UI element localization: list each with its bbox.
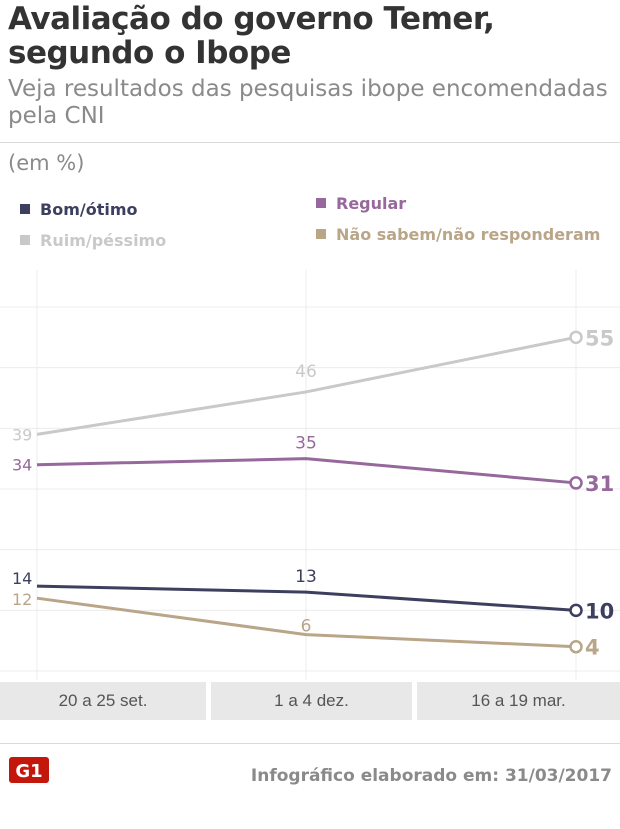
legend-swatch-nao-sabem — [316, 229, 326, 239]
g1-logo-text: G1 — [15, 761, 42, 782]
legend-item-bom-otimo: Bom/ótimo — [20, 200, 138, 219]
legend-item-regular: Regular — [316, 194, 406, 213]
g1-logo: G1 — [9, 757, 49, 783]
data-label: 14 — [12, 569, 32, 588]
header-divider — [0, 142, 620, 143]
chart-title: Avaliação do governo Temer, segundo o Ib… — [8, 1, 495, 71]
data-point — [569, 330, 583, 345]
line-chart: 14 13 10 39 46 55 34 35 31 12 6 4 — [0, 270, 620, 680]
legend-label-nao-sabem: Não sabem/não responderam — [336, 225, 601, 244]
legend-swatch-ruim-pessimo — [20, 235, 30, 245]
x-tick-label: 1 a 4 dez. — [211, 682, 412, 720]
footer-credit: Infográfico elaborado em: 31/03/2017 — [250, 766, 612, 786]
series-line-regular — [36, 457, 577, 485]
footer-divider — [0, 743, 620, 744]
data-label: 4 — [585, 636, 600, 660]
data-point — [569, 476, 583, 490]
data-label: 31 — [585, 472, 614, 496]
legend-item-ruim-pessimo: Ruim/péssimo — [20, 231, 166, 250]
series-line-nao-sabem-nao-responderam — [36, 596, 577, 649]
data-point — [569, 603, 583, 618]
data-label: 13 — [295, 567, 317, 587]
units-label: (em %) — [8, 151, 85, 175]
series-line-bom-otimo — [36, 584, 577, 612]
data-label: 39 — [12, 425, 32, 444]
legend-label-regular: Regular — [336, 194, 407, 213]
legend-label-ruim-pessimo: Ruim/péssimo — [40, 231, 167, 250]
data-label: 6 — [301, 617, 312, 637]
legend-label-bom-otimo: Bom/ótimo — [40, 200, 138, 219]
data-label: 46 — [295, 362, 317, 382]
legend-swatch-regular — [316, 198, 326, 208]
legend-swatch-bom-otimo — [20, 204, 30, 214]
data-label: 12 — [12, 590, 32, 609]
data-label: 34 — [12, 456, 32, 475]
data-label: 55 — [585, 326, 614, 350]
x-tick-label: 20 a 25 set. — [0, 682, 206, 720]
series-line-ruim-pessimo — [36, 335, 577, 436]
data-point — [569, 639, 583, 654]
chart-subtitle: Veja resultados das pesquisas ibope enco… — [8, 76, 608, 129]
data-label: 10 — [585, 599, 614, 623]
legend-item-nao-sabem: Não sabem/não responderam — [316, 225, 600, 244]
x-tick-label: 16 a 19 mar. — [417, 682, 620, 720]
data-label: 35 — [295, 434, 317, 454]
